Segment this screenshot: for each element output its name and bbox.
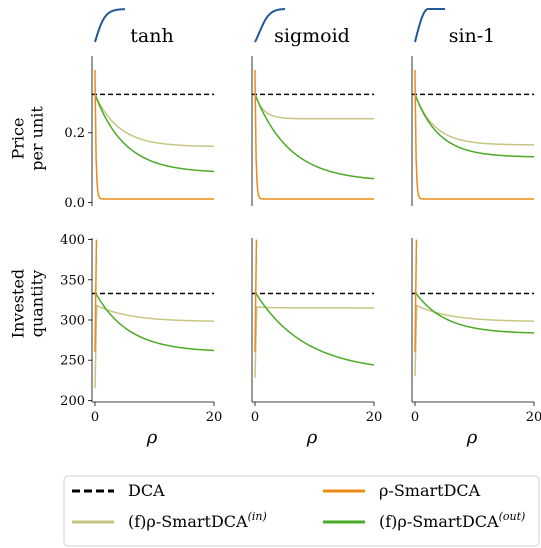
row-label-line: quantity [28,270,47,337]
series-smart [414,239,418,353]
x-tick-label: 20 [526,410,541,425]
series-fin [254,306,374,378]
legend-label-0: DCA [128,481,165,500]
legend: DCA ρ-SmartDCA(f)ρ-SmartDCA(in) (f)ρ-Smart… [63,475,540,547]
legend-label-2: (f)ρ-SmartDCA(in) [128,510,267,531]
column-titles: tanh sigmoid sin-1 [130,25,495,47]
row-label-line: Price [9,118,28,160]
y-tick-label: 0.0 [64,196,85,211]
y-tick-label: 300 [60,314,85,329]
column-title-tanh: tanh [130,25,173,47]
x-tick-label: 20 [366,410,383,425]
x-tick-label: 20 [206,410,223,425]
series-fin [94,94,215,148]
x-tick-label: 0 [91,410,99,425]
row-label-0: Price per unit [9,106,47,171]
activation-inset-tanh [94,8,126,43]
y-tick-label: 350 [60,273,85,288]
series-fout [94,291,215,352]
x-axis-title: ρ [466,427,478,448]
y-tick-label: 400 [60,233,85,248]
series-fout [94,94,215,173]
function-insets [94,8,445,43]
activation-inset-sigmoid [254,8,286,43]
series-fout [254,291,375,366]
y-tick-label: 200 [60,394,85,409]
column-title-sin-1: sin-1 [449,25,496,47]
x-axis-title: ρ [146,427,158,448]
legend-label-text: (f)ρ-SmartDCA [128,512,248,531]
row-label-line: per unit [28,106,47,171]
series-fin [414,304,535,377]
activation-inset-sin-1 [414,8,445,43]
row-labels: Price per unit Invested quantity [9,106,47,339]
series-fout [254,94,375,180]
legend-label-1: ρ-SmartDCA [379,481,481,500]
x-tick-label: 0 [411,410,419,425]
row-label-1: Invested quantity [9,269,47,338]
legend-label-3: (f)ρ-SmartDCA(out) [379,510,525,531]
y-tick-label: 0.2 [64,126,85,141]
panel-r0-c0: 0.0 0.2 [64,56,215,211]
y-tick-label: 250 [60,354,85,369]
panel-r1-c1: 0 20 [251,238,382,425]
series-fout [414,94,535,158]
panel-r1-c0: 200 250 300 350 400 0 20 [60,233,222,425]
legend-label-sup: (out) [499,510,526,523]
series-smart [94,69,214,200]
series-fout [414,291,535,334]
legend-label-text: ρ-SmartDCA [379,481,481,500]
series-fin [94,304,215,389]
panel-r0-c1 [251,56,375,206]
series-smart [414,69,534,200]
panel-r0-c2 [411,56,535,206]
legend-label-sup: (in) [248,510,267,523]
legend-frame [63,475,540,547]
x-tick-label: 0 [251,410,259,425]
series-smart [254,69,374,200]
series-fin [254,94,374,120]
legend-label-text: DCA [128,481,165,500]
column-title-sigmoid: sigmoid [274,25,350,47]
series-smart [94,239,98,353]
row-label-line: Invested [9,269,28,338]
series-fin [414,94,535,146]
panel-r1-c2: 0 20 [411,238,541,425]
legend-label-text: (f)ρ-SmartDCA [379,512,499,531]
series-smart [254,239,258,353]
x-axis-title: ρ [306,427,318,448]
